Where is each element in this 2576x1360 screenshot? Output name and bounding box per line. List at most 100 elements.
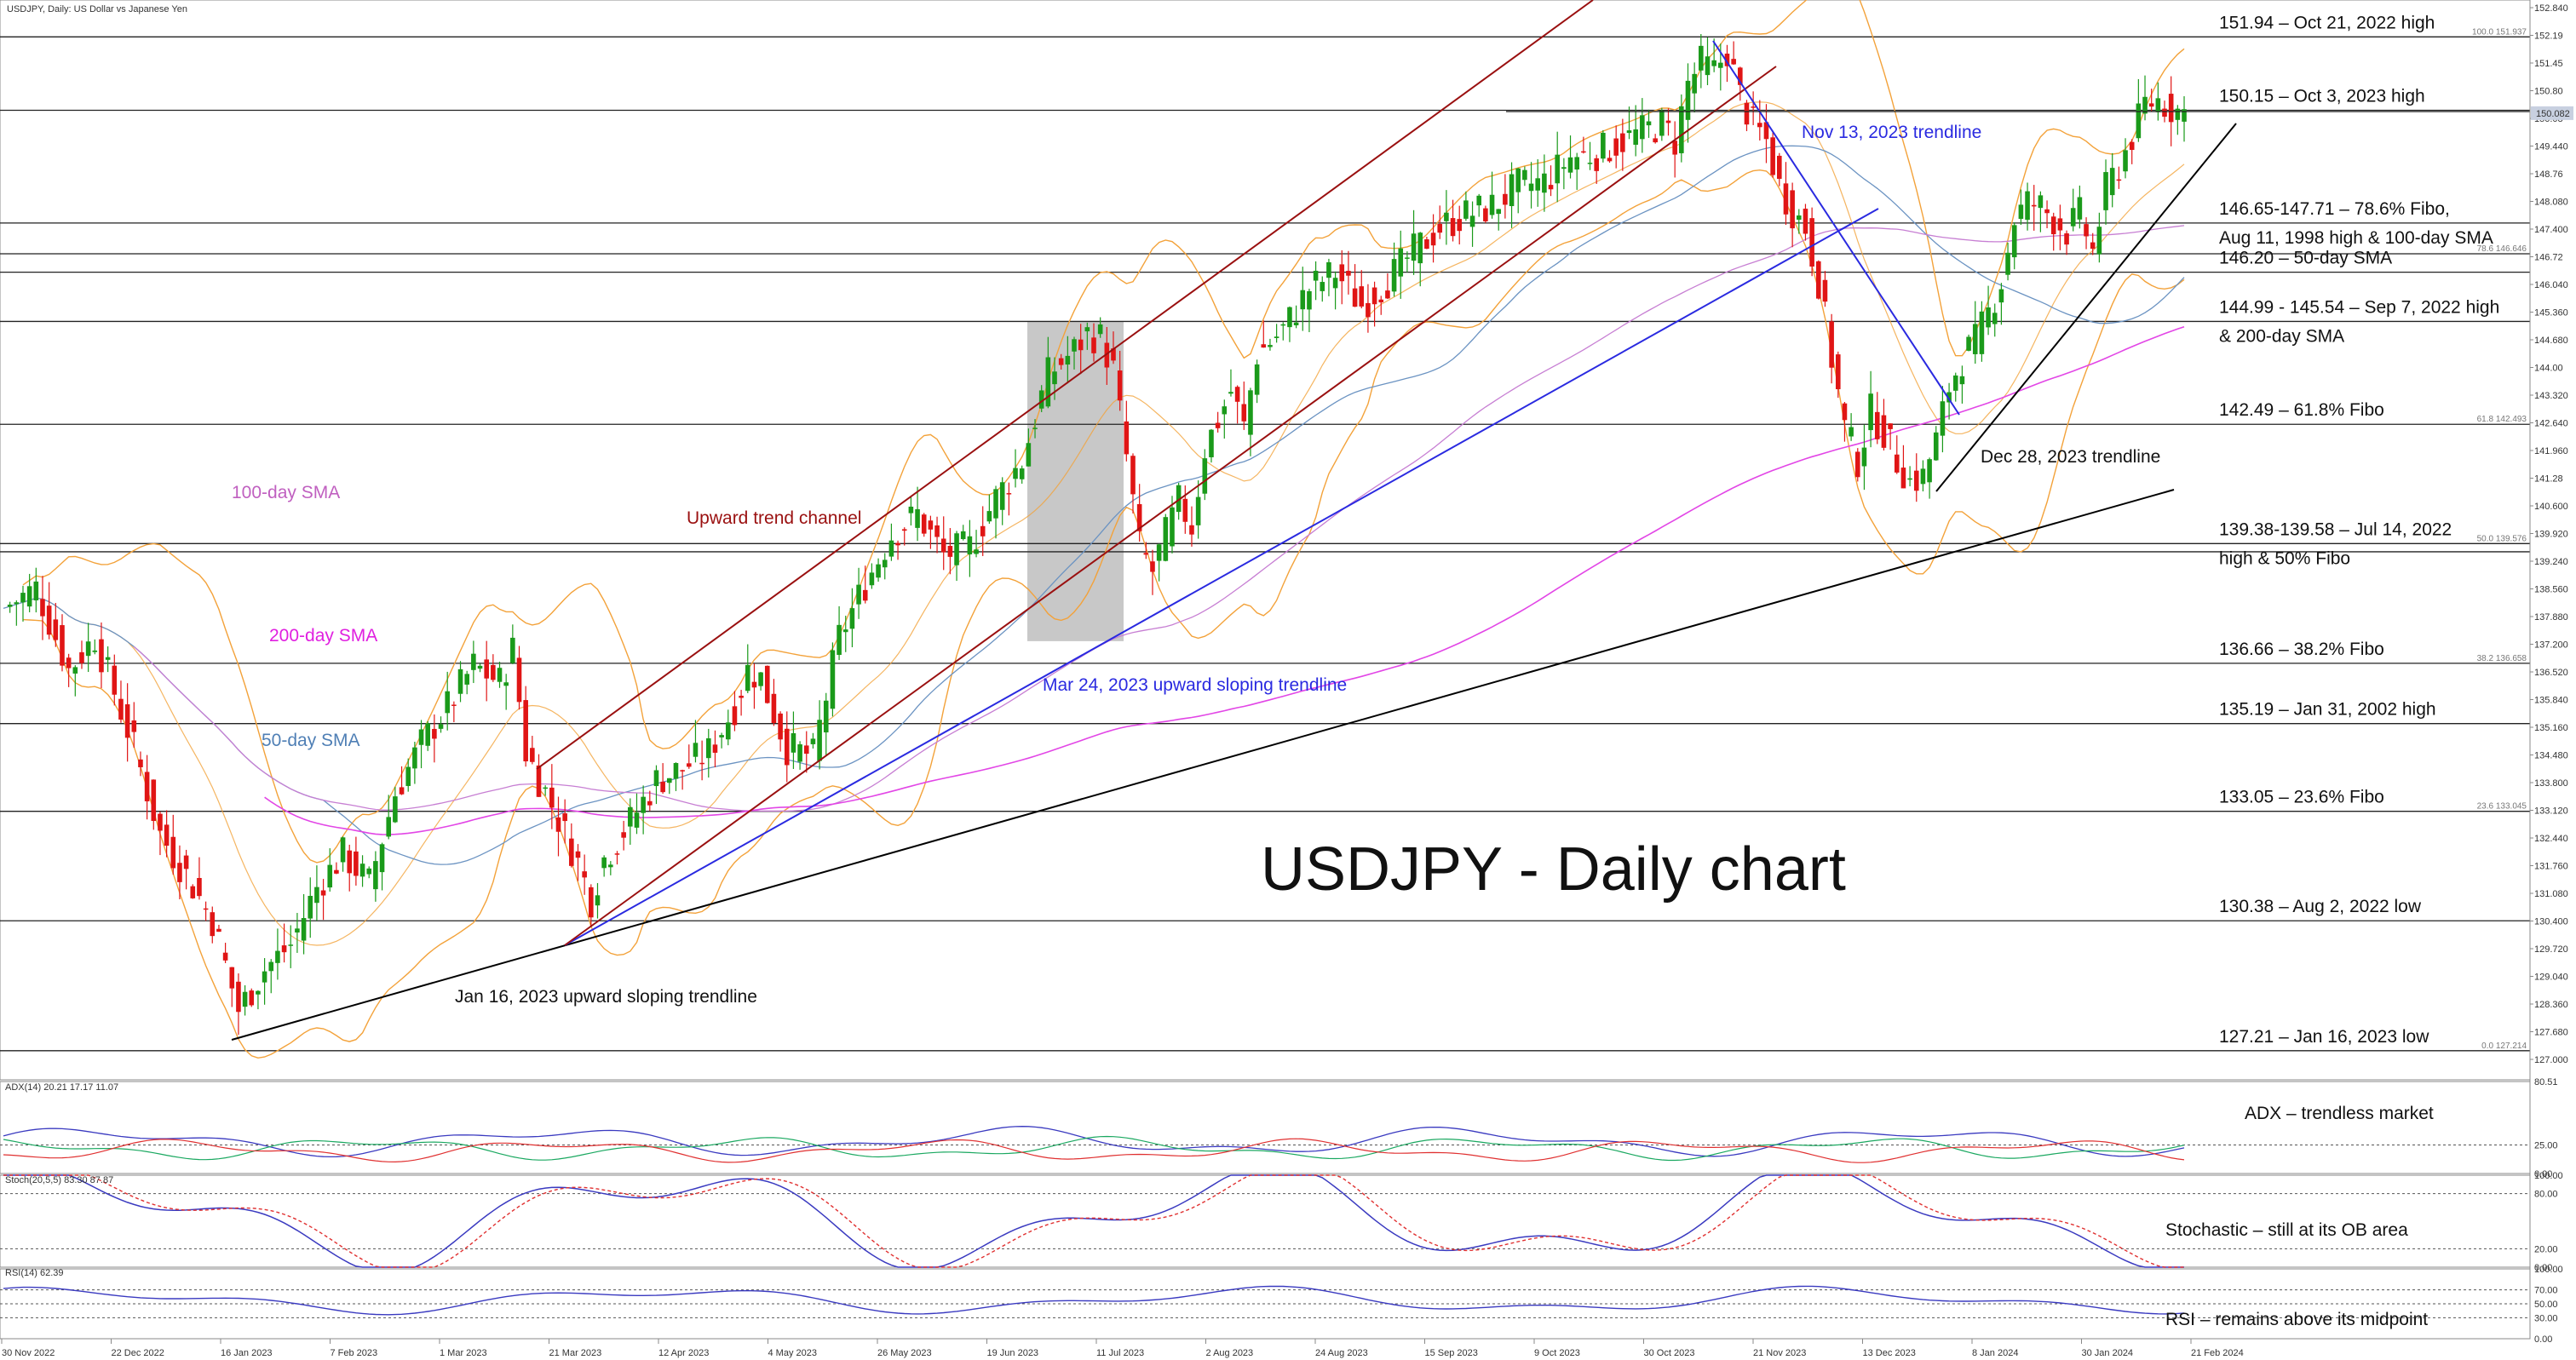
candle-body xyxy=(667,778,672,783)
level-label: 136.66 – 38.2% Fibo xyxy=(2219,640,2384,659)
candle-body xyxy=(673,763,679,779)
candle-body xyxy=(719,735,724,737)
candle-body xyxy=(262,971,267,983)
price-tick: 147.400 xyxy=(2534,225,2568,235)
level-label-2: Aug 11, 1998 high & 100-day SMA xyxy=(2219,228,2493,248)
adx-header: ADX(14) 20.21 17.17 11.07 xyxy=(5,1082,118,1093)
x-tick-label: 30 Oct 2023 xyxy=(1644,1348,1695,1358)
candle-body xyxy=(1170,507,1175,547)
candle-body xyxy=(359,864,365,877)
indicator-tick: 100.00 xyxy=(2534,1265,2563,1275)
minus-di-line xyxy=(3,1138,2185,1163)
price-tick: 132.440 xyxy=(2534,834,2568,844)
candle-body xyxy=(386,817,392,837)
level-label: 146.20 – 50-day SMA xyxy=(2219,249,2392,268)
shaded-region xyxy=(1027,321,1124,641)
candle-body xyxy=(1705,56,1711,76)
candle-body xyxy=(549,787,555,808)
candle-body xyxy=(725,722,731,740)
candle-body xyxy=(530,748,535,762)
candle-body xyxy=(1692,73,1697,94)
price-tick: 148.76 xyxy=(2534,169,2563,180)
candle-body xyxy=(1927,459,1932,483)
candle-body xyxy=(974,549,979,554)
candle-body xyxy=(934,525,940,537)
candle-body xyxy=(641,796,646,813)
price-tick: 129.720 xyxy=(2534,944,2568,955)
candle-body xyxy=(53,619,59,640)
x-tick-label: 8 Jan 2024 xyxy=(1972,1348,2018,1358)
candle-body xyxy=(1542,173,1547,193)
candle-body xyxy=(354,851,359,876)
candle-body xyxy=(614,853,620,855)
annotation-dec28-trendline: Dec 28, 2023 trendline xyxy=(1981,447,2160,467)
candle-body xyxy=(1136,504,1142,531)
candle-body xyxy=(399,787,405,795)
candle-body xyxy=(164,824,170,846)
candle-body xyxy=(862,589,868,601)
candle-body xyxy=(2077,197,2083,220)
adx-line xyxy=(3,1126,2185,1158)
candle-body xyxy=(2109,168,2115,196)
candle-body xyxy=(1209,429,1214,457)
candle-body xyxy=(653,770,659,787)
candle-body xyxy=(1117,370,1123,401)
candle-body xyxy=(1829,321,1834,368)
level-label: 146.65-147.71 – 78.6% Fibo, xyxy=(2219,199,2450,219)
rsi-header: RSI(14) 62.39 xyxy=(5,1268,63,1278)
x-tick-label: 19 Jun 2023 xyxy=(987,1348,1039,1358)
candle-body xyxy=(1045,357,1051,407)
level-label: 135.19 – Jan 31, 2002 high xyxy=(2219,700,2436,720)
candle-body xyxy=(2168,94,2174,123)
candle-body xyxy=(1038,390,1044,409)
candle-body xyxy=(471,653,476,670)
candle-body xyxy=(229,967,235,989)
price-tick: 141.960 xyxy=(2534,446,2568,456)
candle-body xyxy=(1084,327,1090,332)
candle-body xyxy=(1130,456,1136,495)
candle-body xyxy=(1979,311,1985,354)
price-tick: 146.040 xyxy=(2534,280,2568,290)
x-tick-label: 22 Dec 2022 xyxy=(112,1348,164,1358)
candle-body xyxy=(608,864,613,868)
jan16-trendline xyxy=(231,489,2175,1041)
candle-body xyxy=(751,681,757,688)
candle-body xyxy=(1326,261,1331,278)
candle-body xyxy=(288,944,294,946)
indicator-tick: 80.00 xyxy=(2534,1190,2558,1200)
stoch-d-line xyxy=(3,1174,2184,1268)
candle-body xyxy=(536,765,542,797)
candle-body xyxy=(1940,401,1946,436)
candle-body xyxy=(2123,150,2128,172)
candle-body xyxy=(451,704,457,706)
candle-body xyxy=(79,651,84,663)
candle-body xyxy=(1195,496,1201,525)
candle-body xyxy=(1613,138,1619,156)
annotation-nov13-trendline: Nov 13, 2023 trendline xyxy=(1802,123,1981,142)
candle-body xyxy=(1731,59,1736,65)
candle-body xyxy=(745,664,750,691)
candle-body xyxy=(915,508,920,528)
level-label: 127.21 – Jan 16, 2023 low xyxy=(2219,1027,2429,1047)
candle-body xyxy=(295,928,300,932)
candle-body xyxy=(1555,154,1560,184)
candle-body xyxy=(1809,218,1814,267)
candle-body xyxy=(999,482,1005,510)
candle-body xyxy=(739,695,744,698)
candle-body xyxy=(477,665,483,669)
current-price-box xyxy=(2531,106,2573,120)
price-tick: 134.480 xyxy=(2534,751,2568,761)
candle-body xyxy=(2050,216,2056,235)
candle-body xyxy=(203,908,209,910)
candle-body xyxy=(947,545,953,557)
candle-body xyxy=(2129,141,2135,151)
sma-50-line xyxy=(3,145,2185,865)
candle-body xyxy=(940,538,946,553)
candle-body xyxy=(1424,239,1429,250)
candle-body xyxy=(1888,423,1893,429)
level-label: 130.38 – Aug 2, 2022 low xyxy=(2219,897,2422,916)
candle-body xyxy=(2038,195,2044,209)
x-tick-label: 30 Nov 2022 xyxy=(2,1348,55,1358)
stoch-header: Stoch(20,5,5) 83.30 87.87 xyxy=(5,1175,113,1185)
